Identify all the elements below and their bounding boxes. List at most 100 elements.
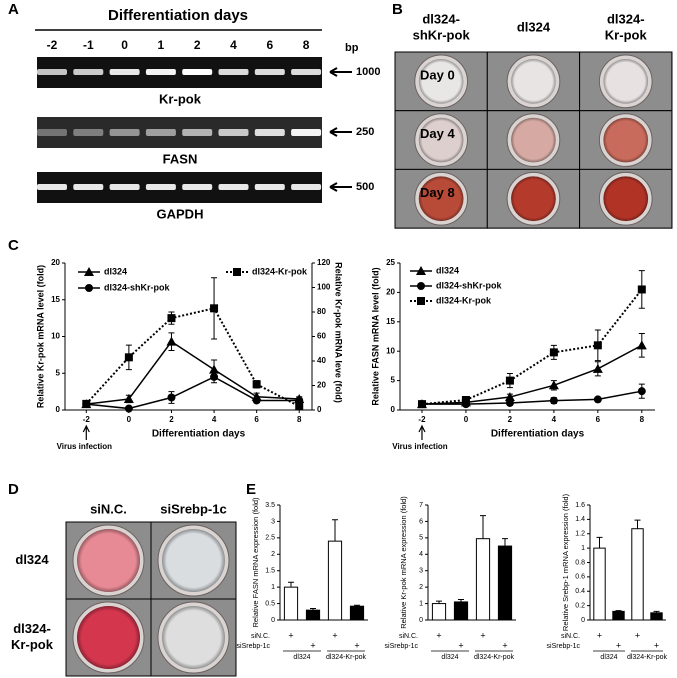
bar: [497, 545, 513, 621]
band-size: 250: [356, 126, 374, 138]
y2-axis-title: Relative Kr-pok mRNA leve (fold): [334, 262, 344, 403]
legend-marker: [233, 268, 241, 276]
bar: [593, 547, 606, 621]
row-label: dl324-: [13, 621, 51, 636]
bar: [475, 538, 491, 621]
plate-shade: [418, 176, 464, 222]
gel-band: [109, 129, 140, 136]
marker: [295, 402, 304, 411]
y-tick-label: 0.4: [575, 588, 585, 595]
marker: [549, 396, 558, 405]
bar: [612, 610, 625, 621]
gel-band: [73, 184, 104, 190]
x-tick-label: 8: [640, 415, 645, 424]
gel-band: [109, 69, 140, 75]
group-label: dl324-Kr-pok: [326, 654, 367, 661]
bar: [305, 609, 321, 621]
x-tick-label: 0: [464, 415, 469, 424]
row-label: dl324: [15, 552, 49, 567]
column-label: siN.C.: [90, 501, 127, 516]
error-bar: [288, 581, 294, 588]
marker: [82, 399, 91, 408]
series-line: [85, 307, 300, 408]
marker: [252, 380, 261, 389]
plate-shade: [162, 529, 225, 592]
y2-tick-label: 60: [317, 332, 326, 341]
row-label: Day 0: [420, 67, 455, 82]
x-tick-label: 8: [297, 415, 302, 424]
y-tick-label: 5: [419, 535, 423, 542]
treatment-label: siSrebp-1c: [237, 643, 271, 650]
y-tick-label: 15: [386, 317, 395, 326]
gel-band: [254, 69, 285, 75]
gel-band: [291, 184, 322, 190]
bar: [631, 528, 644, 621]
gel-band: [109, 184, 140, 190]
y-tick-label: 20: [386, 288, 395, 297]
y-tick-label: 1.5: [265, 568, 275, 575]
plate-shade: [603, 59, 649, 104]
y-tick-label: 5: [391, 376, 396, 385]
y-tick-label: 1.2: [575, 531, 585, 538]
gel-band: [182, 184, 213, 190]
column-label: dl324-: [607, 11, 645, 26]
plate-shade: [511, 176, 556, 222]
legend-marker: [84, 267, 94, 276]
series: [417, 383, 646, 409]
series-line: [421, 344, 643, 405]
y-tick-label: 0: [271, 617, 275, 624]
marker: [549, 348, 558, 357]
y-axis-title: Relative Kr-pok mRNA level (fold): [35, 265, 45, 408]
treatment-mark: +: [597, 630, 602, 640]
y-axis-title: Relative FASN mRNA level (fold): [370, 267, 380, 405]
marker: [636, 340, 647, 350]
y-tick-label: 1: [581, 545, 585, 552]
marker: [505, 376, 514, 385]
series-line: [86, 340, 300, 405]
y-tick-label: 0.5: [265, 600, 275, 607]
legend-label: dl324-Kr-pok: [252, 266, 308, 276]
marker: [637, 285, 646, 294]
bar: [283, 586, 299, 621]
y-tick-label: 10: [386, 346, 395, 355]
gel-band: [218, 129, 249, 136]
x-tick-label: 4: [552, 415, 557, 424]
plate-shade: [77, 606, 140, 669]
panel-label: C: [8, 237, 19, 254]
gel-band: [73, 129, 104, 136]
marker: [637, 387, 646, 396]
y-tick-label: 0: [56, 405, 61, 414]
marker: [167, 314, 176, 323]
y-tick-label: 2.5: [265, 535, 275, 542]
panel-label: B: [392, 1, 403, 18]
marker: [592, 363, 603, 373]
series: [81, 332, 305, 409]
treatment-mark: +: [332, 630, 337, 640]
lane-label: 1: [158, 38, 165, 52]
marker: [593, 341, 602, 350]
y2-tick-label: 20: [317, 381, 326, 390]
row-label: Kr-pok: [11, 637, 54, 652]
treatment-label: siN.C.: [561, 633, 580, 640]
marker: [167, 393, 176, 402]
column-label: dl324: [517, 19, 551, 34]
lane-label: 4: [230, 38, 237, 52]
series-line: [421, 390, 642, 405]
annotation-arrow: [418, 424, 426, 440]
gel-band: [254, 129, 285, 136]
gel-band: [218, 69, 249, 75]
y-tick-label: 0: [581, 617, 585, 624]
y-tick-label: 6: [419, 518, 423, 525]
marker: [124, 353, 133, 362]
gel-band: [218, 184, 249, 190]
group-label: dl324-Kr-pok: [627, 654, 668, 661]
bar: [431, 603, 447, 621]
series: [82, 277, 304, 411]
treatment-label: siN.C.: [251, 633, 270, 640]
gel-band: [37, 184, 67, 190]
y-axis-title: Relative Srebp-1 mRNA expression (fold): [561, 493, 570, 631]
bar: [453, 601, 469, 621]
marker: [210, 304, 219, 313]
row-label: Day 8: [420, 185, 455, 200]
gel-name: Kr-pok: [159, 91, 202, 106]
